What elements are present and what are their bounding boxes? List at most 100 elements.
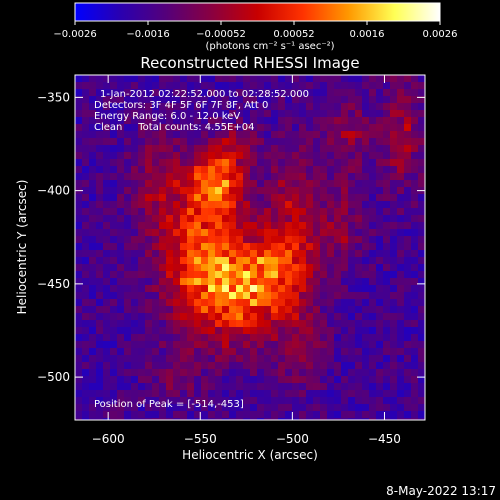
- heatmap-cell: [159, 383, 167, 391]
- heatmap-cell: [229, 271, 237, 279]
- heatmap-cell: [166, 187, 174, 195]
- heatmap-cell: [278, 257, 286, 265]
- heatmap-cell: [348, 124, 356, 132]
- heatmap-cell: [166, 82, 174, 90]
- heatmap-cell: [362, 166, 370, 174]
- heatmap-cell: [257, 215, 265, 223]
- heatmap-cell: [194, 138, 202, 146]
- heatmap-cell: [124, 75, 132, 83]
- heatmap-cell: [131, 397, 139, 405]
- heatmap-cell: [75, 138, 83, 146]
- heatmap-cell: [404, 355, 412, 363]
- heatmap-cell: [117, 152, 125, 160]
- heatmap-cell: [313, 306, 321, 314]
- heatmap-cell: [236, 215, 244, 223]
- heatmap-cell: [334, 271, 342, 279]
- heatmap-cell: [355, 299, 363, 307]
- heatmap-cell: [110, 355, 118, 363]
- heatmap-cell: [355, 327, 363, 335]
- heatmap-cell: [159, 103, 167, 111]
- heatmap-cell: [82, 334, 90, 342]
- heatmap-cell: [390, 264, 398, 272]
- heatmap-cell: [299, 362, 307, 370]
- heatmap-cell: [292, 320, 300, 328]
- heatmap-cell: [117, 376, 125, 384]
- heatmap-cell: [411, 180, 419, 188]
- heatmap-cell: [180, 243, 188, 251]
- heatmap-cell: [173, 96, 181, 104]
- heatmap-cell: [390, 201, 398, 209]
- heatmap-cell: [215, 131, 223, 139]
- heatmap-cell: [145, 138, 153, 146]
- heatmap-cell: [390, 362, 398, 370]
- heatmap-cell: [327, 117, 335, 125]
- heatmap-cell: [89, 159, 97, 167]
- heatmap-cell: [299, 208, 307, 216]
- heatmap-cell: [110, 320, 118, 328]
- heatmap-cell: [222, 194, 230, 202]
- heatmap-cell: [418, 89, 425, 97]
- heatmap-cell: [75, 271, 83, 279]
- heatmap-cell: [152, 145, 160, 153]
- heatmap-cell: [313, 299, 321, 307]
- heatmap-cell: [159, 334, 167, 342]
- heatmap-cell: [110, 257, 118, 265]
- heatmap-cell: [166, 89, 174, 97]
- heatmap-cell: [243, 334, 251, 342]
- heatmap-cell: [390, 103, 398, 111]
- heatmap-cell: [222, 180, 230, 188]
- heatmap-cell: [348, 250, 356, 258]
- heatmap-cell: [215, 327, 223, 335]
- heatmap-cell: [404, 278, 412, 286]
- heatmap-cell: [243, 110, 251, 118]
- heatmap-cell: [201, 404, 209, 412]
- heatmap-cell: [320, 173, 328, 181]
- heatmap-cell: [222, 75, 230, 83]
- heatmap-cell: [369, 369, 377, 377]
- heatmap-cell: [187, 341, 195, 349]
- heatmap-cell: [355, 250, 363, 258]
- heatmap-cell: [341, 215, 349, 223]
- heatmap-cell: [201, 257, 209, 265]
- heatmap-cell: [187, 376, 195, 384]
- heatmap-cell: [418, 96, 425, 104]
- heatmap-cell: [131, 306, 139, 314]
- heatmap-cell: [397, 117, 405, 125]
- heatmap-cell: [271, 110, 279, 118]
- heatmap-cell: [376, 369, 384, 377]
- heatmap-cell: [264, 82, 272, 90]
- heatmap-cell: [292, 250, 300, 258]
- heatmap-cell: [152, 243, 160, 251]
- heatmap-cell: [222, 257, 230, 265]
- heatmap-cell: [404, 383, 412, 391]
- heatmap-cell: [194, 390, 202, 398]
- heatmap-cell: [411, 145, 419, 153]
- heatmap-cell: [75, 159, 83, 167]
- heatmap-cell: [257, 341, 265, 349]
- heatmap-cell: [208, 327, 216, 335]
- heatmap-cell: [159, 341, 167, 349]
- heatmap-cell: [75, 320, 83, 328]
- heatmap-cell: [82, 404, 90, 412]
- heatmap-cell: [201, 271, 209, 279]
- heatmap-cell: [103, 355, 111, 363]
- heatmap-cell: [257, 103, 265, 111]
- heatmap-cell: [173, 236, 181, 244]
- heatmap-cell: [138, 173, 146, 181]
- heatmap-cell: [299, 313, 307, 321]
- heatmap-cell: [390, 404, 398, 412]
- heatmap-cell: [159, 131, 167, 139]
- heatmap-cell: [187, 124, 195, 132]
- heatmap-cell: [369, 194, 377, 202]
- heatmap-cell: [180, 208, 188, 216]
- heatmap-cell: [124, 215, 132, 223]
- heatmap-cell: [334, 383, 342, 391]
- heatmap-cell: [341, 376, 349, 384]
- heatmap-cell: [208, 124, 216, 132]
- heatmap-cell: [138, 124, 146, 132]
- heatmap-cell: [264, 285, 272, 293]
- heatmap-cell: [117, 201, 125, 209]
- heatmap-cell: [208, 138, 216, 146]
- heatmap-cell: [362, 173, 370, 181]
- heatmap-cell: [397, 271, 405, 279]
